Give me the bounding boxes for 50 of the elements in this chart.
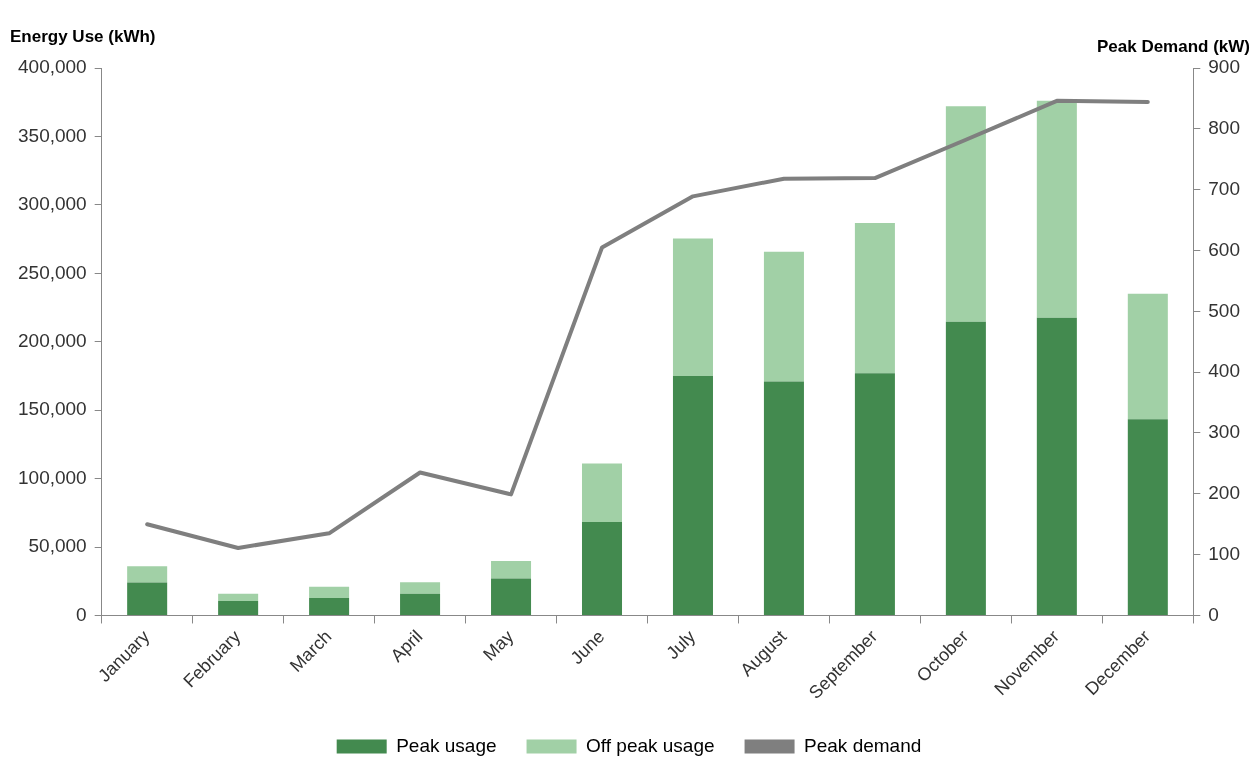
y2-tick-label: 500 [1208,299,1240,321]
y2-tick-label: 900 [1208,56,1240,78]
bar [581,463,623,522]
y-axis-title: Energy Use (kWh) [10,26,156,46]
bar [400,582,441,594]
y-tick-label: 100,000 [17,466,87,488]
bar [218,593,259,602]
bar [400,593,441,615]
bar [672,375,713,615]
y-tick-label: 350,000 [17,124,87,146]
bar [945,321,986,615]
y2-tick-label: 800 [1208,117,1240,139]
y2-axis-title: Peak Demand (kW) [1096,36,1250,56]
y2-tick-label: 700 [1208,177,1240,199]
bar [309,597,350,615]
bar [1127,293,1168,420]
bar [581,521,623,615]
bar [491,560,532,579]
bar [127,566,168,583]
x-tick-label: May [479,626,518,665]
bar [127,582,168,615]
bar [854,373,895,615]
y-tick-label: 400,000 [17,56,87,78]
y-tick-label: 0 [76,603,87,625]
y2-tick-label: 0 [1208,603,1219,625]
bar [763,251,804,382]
bar [945,106,986,322]
x-tick-label: July [662,626,700,664]
bar [672,238,713,376]
legend-label: Off peak usage [586,734,715,756]
bar [309,586,350,598]
y-tick-label: 50,000 [28,535,87,557]
y2-tick-label: 300 [1208,421,1240,443]
y2-tick-label: 400 [1208,360,1240,382]
y2-tick-label: 200 [1208,482,1240,504]
bar [491,578,532,615]
y2-tick-label: 100 [1208,542,1240,564]
y-tick-label: 200,000 [17,329,87,351]
legend-label: Peak demand [804,734,922,756]
bar [854,223,895,374]
y-tick-label: 300,000 [17,193,87,215]
bar [1036,100,1077,318]
bar [763,381,804,615]
bar [1127,419,1168,615]
y-tick-label: 250,000 [17,261,87,283]
bar [218,601,259,615]
y-tick-label: 150,000 [17,398,87,420]
legend-label: Peak usage [396,734,497,756]
y2-tick-label: 600 [1208,238,1240,260]
bar [1036,317,1077,615]
